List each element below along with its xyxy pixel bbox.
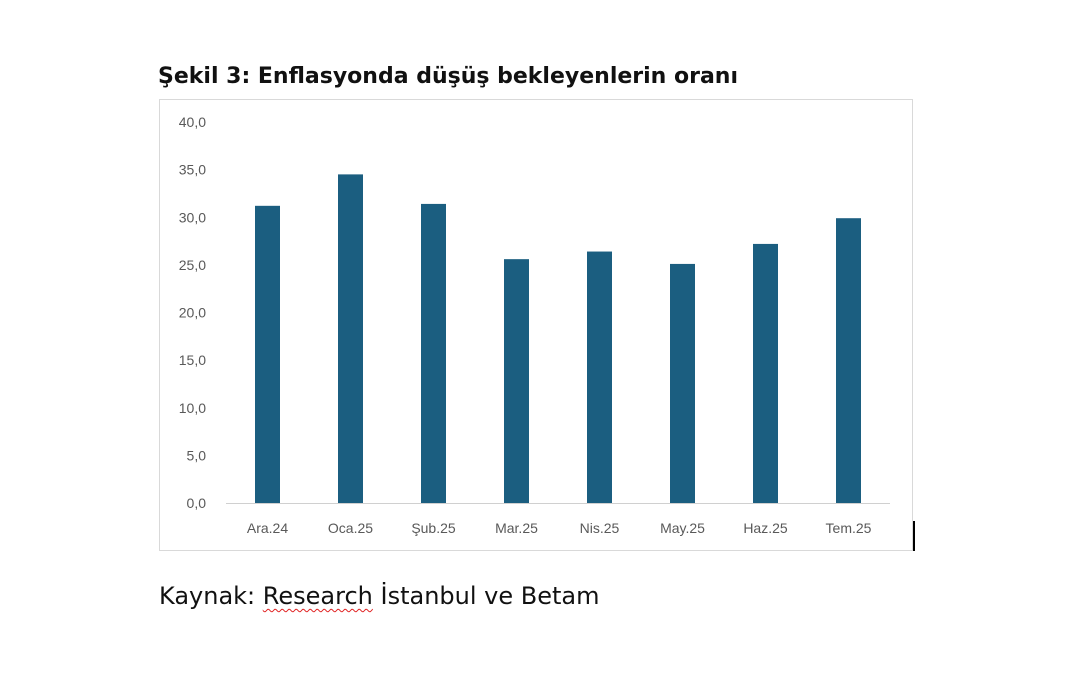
bar-chart: 0,0 5,0 10,0 15,0 20,0 25,0 30,0 35,0 40,0 Ara.2…: [179, 114, 890, 536]
x-axis-labels: Ara.24 Oca.25 Şub.25 Mar.25 Nis.25 May.25 Haz.…: [247, 520, 872, 536]
y-tick-label: 5,0: [187, 447, 207, 463]
bar: [338, 174, 363, 503]
caption-source-word: Research: [262, 582, 373, 610]
x-tick-label: May.25: [660, 520, 705, 536]
bar: [670, 263, 695, 503]
x-tick-label: Şub.25: [411, 520, 456, 536]
y-tick-label: 0,0: [187, 495, 207, 511]
x-tick-label: Tem.25: [826, 520, 872, 536]
x-tick-label: Nis.25: [580, 520, 620, 536]
bar: [587, 251, 612, 503]
bar: [504, 259, 529, 503]
y-tick-label: 40,0: [179, 114, 206, 130]
chart-area: 0,0 5,0 10,0 15,0 20,0 25,0 30,0 35,0 40,0 Ara.2…: [159, 99, 913, 551]
x-tick-label: Haz.25: [743, 520, 788, 536]
x-tick-label: Mar.25: [495, 520, 538, 536]
y-tick-label: 10,0: [179, 400, 206, 416]
source-caption: Kaynak: Research İstanbul ve Betam: [159, 582, 599, 610]
figure-title: Şekil 3: Enflasyonda düşüş bekleyenlerin…: [158, 64, 739, 89]
x-tick-label: Ara.24: [247, 520, 288, 536]
y-tick-label: 15,0: [179, 352, 206, 368]
y-tick-label: 30,0: [179, 209, 206, 225]
bar: [421, 203, 446, 503]
x-tick-label: Oca.25: [328, 520, 373, 536]
y-tick-label: 20,0: [179, 305, 206, 321]
bar: [753, 243, 778, 504]
caption-prefix: Kaynak:: [159, 582, 263, 610]
bar: [836, 218, 861, 503]
bar: [255, 205, 280, 503]
y-axis-labels: 0,0 5,0 10,0 15,0 20,0 25,0 30,0 35,0 40,0: [179, 114, 206, 511]
caption-rest: İstanbul ve Betam: [372, 582, 600, 610]
y-tick-label: 25,0: [179, 257, 206, 273]
bars: [255, 174, 861, 504]
text-cursor: [913, 521, 915, 551]
y-tick-label: 35,0: [179, 162, 206, 178]
